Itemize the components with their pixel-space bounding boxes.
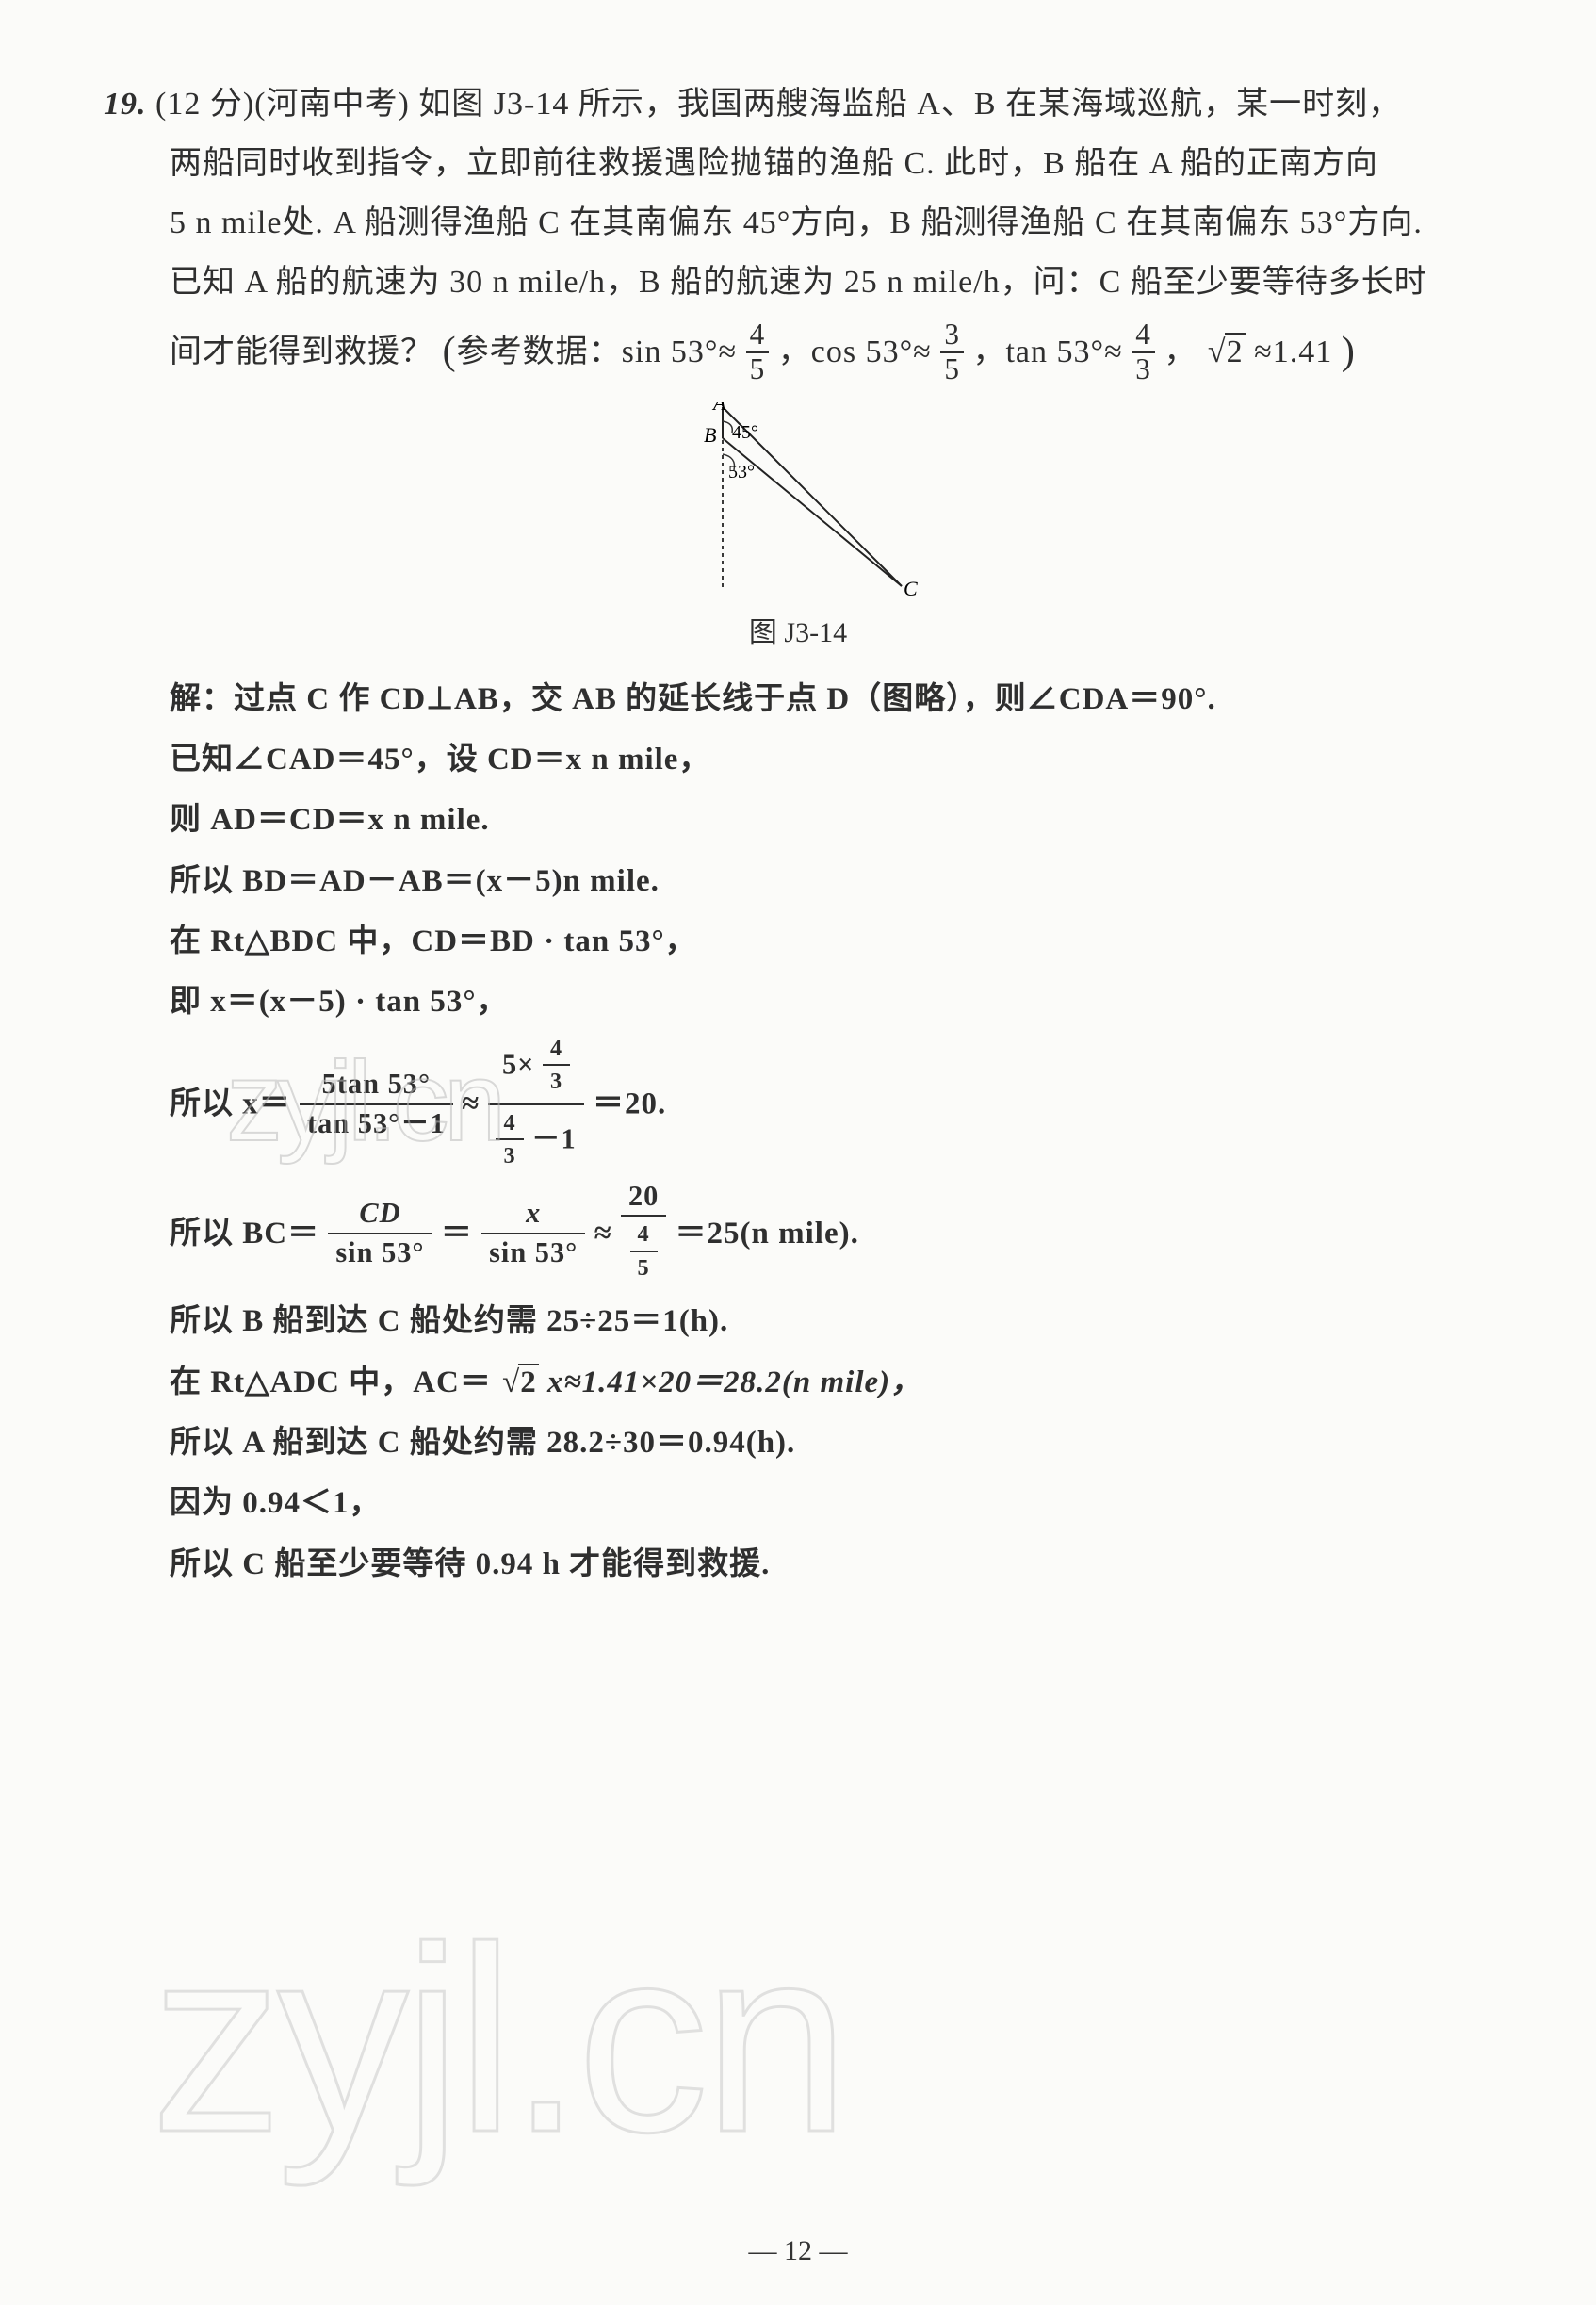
s7-approx-num-frac-d: 3 [543, 1066, 570, 1097]
figure-angle-45: 45° [732, 422, 758, 443]
frac-bc-x: x sin 53° [481, 1195, 585, 1272]
s7-approx-num-coeff: 5× [502, 1048, 534, 1080]
page-number: — 12 — [0, 2235, 1596, 2267]
watermark-large: zyjl.cn [151, 1889, 844, 2192]
solution-line11: 所以 A 船到达 C 船处约需 28.2÷30＝0.94(h). [170, 1413, 1492, 1473]
s8-c-den: 4 5 [621, 1217, 666, 1289]
frac-x-closed: 5tan 53° tan 53°－1 [300, 1066, 453, 1143]
figure-label-a: A [711, 402, 726, 415]
s8-a-den: sin 53° [328, 1234, 432, 1272]
s7-approx-den: 4 3 －1 [488, 1105, 583, 1178]
page-root: 19. (12 分)(河南中考) 如图 J3-14 所示，我国两艘海监船 A、B… [0, 0, 1596, 2305]
figure-j3-14: A B C 45° 53° [657, 402, 939, 600]
s8-a-num: CD [328, 1195, 432, 1234]
question-block: 19. (12 分)(河南中考) 如图 J3-14 所示，我国两艘海监船 A、B… [104, 75, 1492, 387]
ref-c1: ，cos 53°≈ [778, 335, 932, 369]
solution-line13: 所以 C 船至少要等待 0.94 h 才能得到救援. [170, 1534, 1492, 1594]
s8-c-den-frac-n: 4 [630, 1218, 658, 1251]
s10-sqrt-body: 2 [518, 1364, 539, 1399]
question-line3: 5 n mile处. A 船测得渔船 C 在其南偏东 45°方向，B 船测得渔船… [170, 205, 1423, 240]
s7-outer-num: 5tan 53° [300, 1066, 453, 1105]
sqrt2-val: ≈1.41 [1254, 335, 1332, 369]
solution-line1: 解：过点 C 作 CD⊥AB，交 AB 的延长线于点 D（图略），则∠CDA＝9… [170, 669, 1492, 729]
s7-approx-num: 5× 4 3 [488, 1031, 583, 1105]
s7-approx-den-tail: －1 [531, 1122, 577, 1154]
frac-sin53-den: 5 [746, 353, 770, 385]
s8-mid: ≈ [594, 1217, 612, 1251]
frac-cos53: 3 5 [940, 319, 964, 385]
s8-c-num: 20 [621, 1178, 666, 1218]
s7-approx-num-frac: 4 3 [543, 1033, 570, 1098]
solution-line12: 因为 0.94＜1， [170, 1473, 1492, 1533]
solution-line7: 所以 x＝ 5tan 53° tan 53°－1 ≈ 5× 4 3 4 3 －1 [170, 1033, 1492, 1180]
s8-b-num: x [481, 1195, 585, 1234]
solution-line10: 在 Rt△ADC 中，AC＝ 2 x≈1.41×20＝28.2(n mile)， [170, 1352, 1492, 1413]
s7-approx-den-frac-n: 4 [496, 1107, 523, 1140]
s7-approx-den-frac-d: 3 [496, 1140, 523, 1171]
question-line2: 两船同时收到指令，立即前往救援遇险抛锚的渔船 C. 此时，B 船在 A 船的正南… [170, 146, 1378, 181]
s8-c-den-frac: 4 5 [630, 1218, 658, 1283]
ref-c2: ，tan 53°≈ [972, 335, 1122, 369]
figure-label-c: C [904, 577, 918, 600]
question-line4: 已知 A 船的航速为 30 n mile/h，B 船的航速为 25 n mile… [170, 265, 1427, 300]
solution-line4: 所以 BD＝AD－AB＝(x－5)n mile. [170, 851, 1492, 911]
s8-c-den-frac-d: 5 [630, 1252, 658, 1283]
figure-line-bc [723, 438, 902, 586]
frac-tan53: 4 3 [1132, 319, 1155, 385]
frac-x-approx: 5× 4 3 4 3 －1 [488, 1031, 583, 1178]
ref-sqrt-sep: ， [1164, 335, 1197, 369]
solution-line6: 即 x＝(x－5) · tan 53°， [170, 972, 1492, 1032]
question-line5a: 间才能得到救援？ [170, 335, 433, 369]
solution-line9: 所以 B 船到达 C 船处约需 25÷25＝1(h). [170, 1291, 1492, 1351]
frac-tan53-num: 4 [1132, 319, 1155, 353]
ref-close: ) [1342, 329, 1356, 373]
solution-line8: 所以 BC＝ CD sin 53° ＝ x sin 53° ≈ 20 4 5 ＝… [170, 1180, 1492, 1292]
figure-angle-53: 53° [728, 462, 755, 482]
sqrt2-body: 2 [1225, 333, 1246, 369]
s10-b: x≈1.41×20＝28.2(n mile)， [547, 1365, 922, 1399]
s10-a: 在 Rt△ADC 中，AC＝ [170, 1365, 492, 1399]
s7-approx-den-frac: 4 3 [496, 1107, 523, 1172]
frac-bc-cd: CD sin 53° [328, 1195, 432, 1272]
sqrt2: 2 [1206, 323, 1246, 383]
figure-label-b: B [704, 423, 716, 447]
figure-label: 图 J3-14 [104, 609, 1492, 650]
figure-arc-45 [723, 421, 732, 433]
solution-line2: 已知∠CAD＝45°，设 CD＝x n mile， [170, 729, 1492, 790]
ref-data-prefix: 参考数据：sin 53°≈ [457, 335, 737, 369]
s7-approx-num-frac-n: 4 [543, 1033, 570, 1066]
s7-pre: 所以 x＝ [170, 1087, 291, 1120]
frac-cos53-den: 5 [940, 353, 964, 385]
frac-cos53-num: 3 [940, 319, 964, 353]
s8-b-den: sin 53° [481, 1234, 585, 1272]
solution-line3: 则 AD＝CD＝x n mile. [170, 790, 1492, 850]
question-number: 19. [104, 87, 147, 122]
frac-bc-num: 20 4 5 [621, 1178, 666, 1290]
s8-end: ＝25(n mile). [676, 1217, 859, 1251]
frac-tan53-den: 3 [1132, 353, 1155, 385]
solution-line5: 在 Rt△BDC 中，CD＝BD · tan 53°， [170, 911, 1492, 972]
question-score-source: (12 分)(河南中考) [155, 87, 410, 122]
s7-mid: ≈ [462, 1087, 480, 1120]
frac-sin53: 4 5 [746, 319, 770, 385]
s7-end: ＝20. [593, 1087, 666, 1120]
frac-sin53-num: 4 [746, 319, 770, 353]
s8-pre: 所以 BC＝ [170, 1217, 319, 1251]
figure-wrap: A B C 45° 53° 图 J3-14 [104, 402, 1492, 650]
s7-outer-den: tan 53°－1 [300, 1105, 453, 1143]
s10-sqrt: 2 [500, 1352, 539, 1413]
question-line1: 如图 J3-14 所示，我国两艘海监船 A、B 在某海域巡航，某一时刻， [418, 87, 1401, 122]
